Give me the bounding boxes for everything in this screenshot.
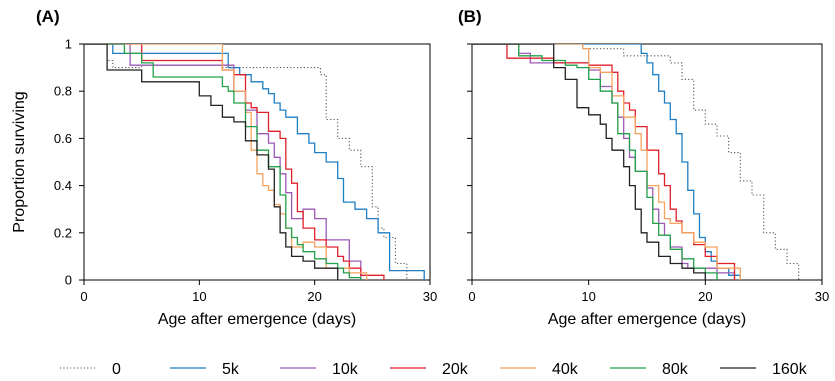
series-line-0 [84,44,408,280]
x-tick-label: 0 [80,289,87,304]
legend-label: 40k [552,361,579,378]
legend-label: 10k [332,361,359,378]
series-line-5k [472,44,741,280]
y-tick-label: 1 [65,37,72,52]
y-tick-label: 0 [65,273,72,288]
legend-label: 160k [772,361,808,378]
legend-label: 5k [222,361,240,378]
x-tick-label: 30 [815,289,829,304]
series-line-20k [84,44,385,280]
series-line-160k [84,44,339,280]
y-tick-label: 0.6 [54,131,72,146]
x-tick-label: 10 [192,289,206,304]
series-line-0 [472,44,800,280]
panel-label: (A) [36,7,60,26]
y-tick-label: 0.2 [54,225,72,240]
x-tick-label: 0 [468,289,475,304]
series-line-80k [472,44,718,280]
x-axis-title: Age after emergence (days) [158,311,356,328]
x-tick-label: 20 [307,289,321,304]
series-line-40k [84,44,368,280]
y-tick-label: 0.4 [54,178,72,193]
legend-label: 80k [662,361,689,378]
panel-b: (B) 0 10 20 30 Age after emergence (days) [458,7,829,328]
y-axis-title: Proportion surviving [11,91,28,232]
x-axis-title: Age after emergence (days) [548,311,746,328]
series-line-40k [472,44,741,280]
legend-label: 0 [112,361,121,378]
x-tick-label: 20 [698,289,712,304]
series-line-5k [84,44,425,280]
plot-frame [83,43,431,281]
x-tick-label: 10 [581,289,595,304]
series-line-160k [472,44,706,280]
legend-label: 20k [442,361,469,378]
plot-frame [471,43,823,281]
y-tick-label: 0.8 [54,84,72,99]
series-line-20k [472,44,736,280]
panel-a: (A) 0 10 20 30 0 0.2 0.4 0.6 0.8 1 Age after emerge… [11,7,437,328]
panel-label: (B) [458,7,482,26]
x-tick-label: 30 [423,289,437,304]
series-line-80k [84,44,362,280]
legend: 0 5k 10k 20k 40k 80k 160k [60,361,808,378]
